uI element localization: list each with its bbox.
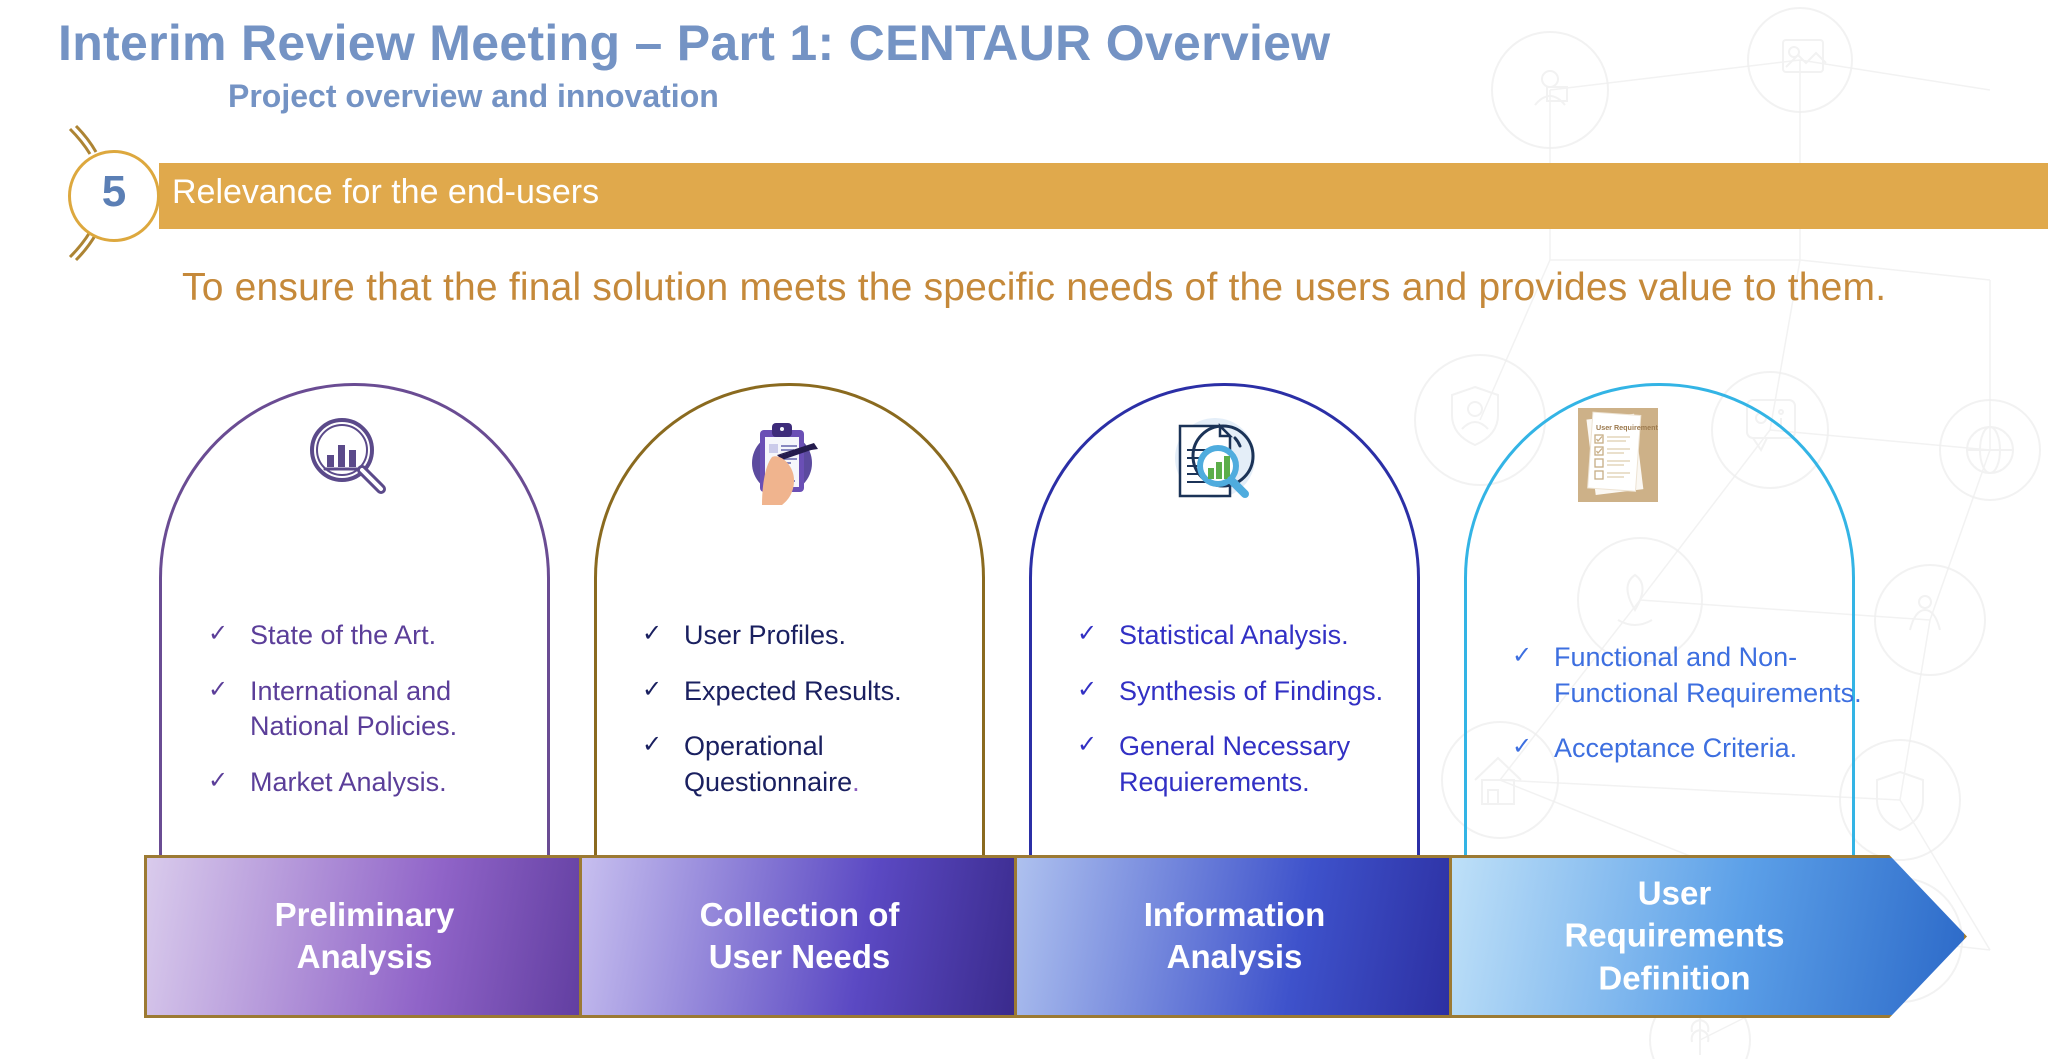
svg-text:User Requirements: User Requirements <box>1596 423 1658 432</box>
